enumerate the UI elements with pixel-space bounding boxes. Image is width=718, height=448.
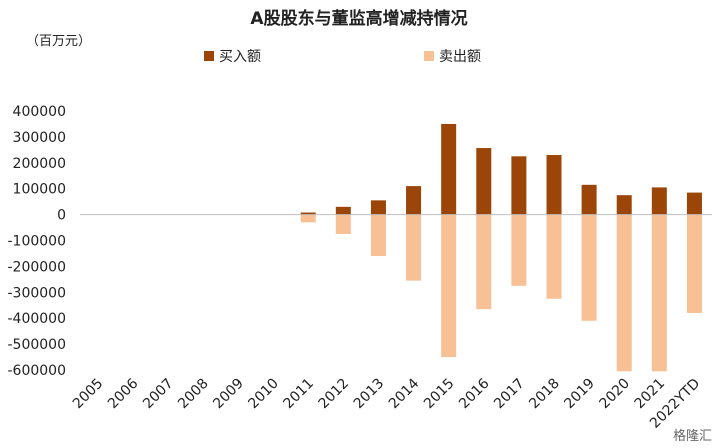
bar-sell-2020 [616, 214, 632, 372]
y-tick-label-5: -100000 [8, 234, 67, 250]
bar-buy-2015 [441, 123, 457, 215]
x-tick-label-2020: 2020 [597, 376, 634, 413]
unit-label: （百万元） [26, 34, 92, 49]
x-tick-label-2008: 2008 [175, 376, 212, 413]
x-tick-label-2005: 2005 [70, 376, 107, 413]
y-tick-label-6: -200000 [8, 259, 67, 275]
legend-sell: 卖出额 [424, 46, 481, 66]
bar-buy-2020 [616, 195, 632, 215]
y-tick-label-2: 200000 [13, 156, 66, 172]
legend-sell-swatch [424, 51, 434, 61]
x-tick-label-2014: 2014 [386, 375, 423, 412]
y-tick-label-1: 300000 [13, 130, 66, 146]
watermark: 格隆汇 [672, 429, 712, 444]
x-tick-label-2015: 2015 [421, 376, 458, 413]
bar-sell-2011 [300, 214, 316, 223]
y-tick-label-3: 100000 [13, 182, 66, 198]
bar-sell-2015 [441, 214, 457, 358]
bar-sell-2014 [406, 214, 422, 281]
y-tick-label-4: 0 [57, 208, 66, 224]
bar-sell-2018 [546, 214, 562, 299]
x-tick-label-2006: 2006 [105, 375, 142, 412]
bar-buy-2016 [476, 148, 492, 215]
x-tick-label-2019: 2019 [561, 376, 598, 413]
legend-buy-label: 买入额 [219, 49, 261, 65]
bar-sell-2016 [476, 214, 492, 310]
bar-buy-2012 [335, 206, 351, 215]
bar-sell-2017 [511, 214, 527, 286]
bar-sell-2019 [581, 214, 597, 321]
bar-buy-2021 [651, 187, 667, 215]
bar-buy-2019 [581, 184, 597, 215]
legend-buy: 买入额 [204, 46, 261, 66]
x-tick-label-2010: 2010 [245, 376, 282, 413]
bar-sell-2021 [651, 214, 667, 372]
bar-buy-2013 [370, 200, 386, 215]
bar-buy-2014 [406, 186, 422, 215]
x-tick-label-2016: 2016 [456, 375, 493, 412]
x-tick-label-2011: 2011 [281, 376, 318, 413]
bar-buy-2022YTD [686, 192, 702, 215]
bar-buy-2018 [546, 155, 562, 215]
x-tick-label-2013: 2013 [351, 376, 388, 413]
x-tick-label-2009: 2009 [210, 376, 247, 413]
bar-buy-2017 [511, 156, 527, 215]
legend-buy-swatch [204, 51, 214, 61]
chart-title: A股股东与董监高增减持情况 [250, 9, 468, 29]
y-tick-label-9: -500000 [8, 337, 67, 353]
y-tick-label-7: -300000 [8, 285, 67, 301]
bar-sell-2012 [335, 214, 351, 235]
bar-buy-2011 [300, 212, 316, 215]
x-tick-label-2018: 2018 [526, 376, 563, 413]
bar-sell-2013 [370, 214, 386, 257]
y-tick-label-8: -400000 [8, 311, 67, 327]
x-tick-label-2012: 2012 [316, 376, 353, 413]
x-tick-label-2007: 2007 [140, 376, 177, 413]
y-tick-label-0: 400000 [13, 104, 66, 120]
bar-sell-2022YTD [686, 214, 702, 314]
y-tick-label-10: -600000 [8, 363, 67, 379]
x-tick-label-2017: 2017 [491, 376, 528, 413]
legend-sell-label: 卖出额 [439, 49, 481, 65]
